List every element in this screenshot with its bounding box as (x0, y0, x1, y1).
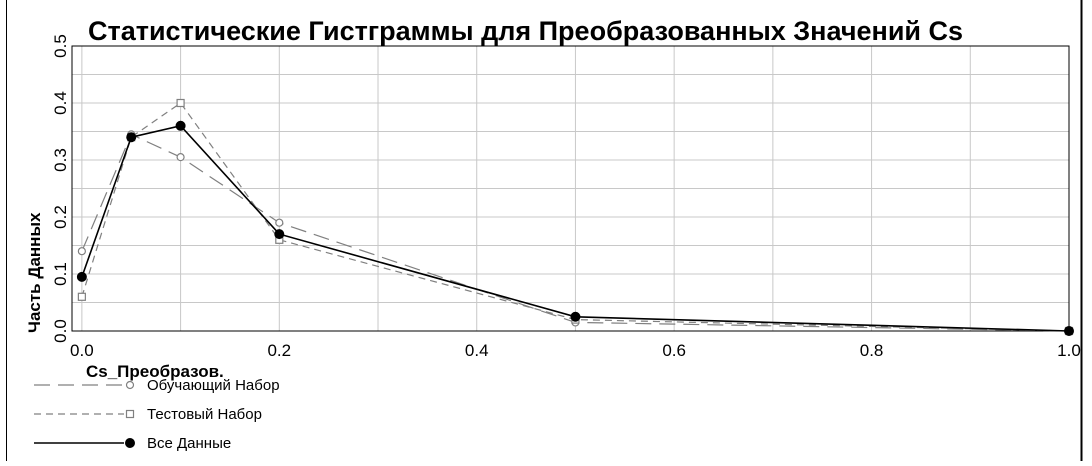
series-line (81, 124, 1070, 332)
series-line (81, 133, 1070, 332)
data-point (175, 120, 186, 131)
data-point (126, 132, 137, 143)
data-point (275, 218, 284, 227)
data-point (76, 271, 87, 282)
legend-label: Обучающий Набор (147, 377, 280, 394)
x-tick-label: 1.0 (1057, 341, 1081, 360)
y-tick-label: 0.3 (51, 148, 70, 172)
y-tick-label: 0.1 (51, 262, 70, 286)
y-tick-label: 0.4 (51, 91, 70, 115)
y-axis-label: Часть Данных (25, 212, 44, 333)
y-tick-label: 0.5 (51, 34, 70, 58)
legend: Обучающий Набор Тестовый Набор Все Данные (34, 377, 280, 452)
legend-marker (125, 409, 135, 419)
chart-title: Статистические Гистграммы для Преобразов… (88, 16, 963, 46)
legend-label: Все Данные (147, 435, 231, 452)
data-point (1064, 326, 1074, 336)
series-line (81, 102, 1070, 332)
legend-marker (125, 438, 135, 448)
x-tick-label: 0.4 (465, 341, 489, 360)
data-point (77, 292, 86, 301)
y-tick-label: 0.0 (51, 319, 70, 343)
data-point (77, 247, 86, 256)
grid (72, 46, 1070, 331)
series-group (76, 98, 1074, 336)
data-point (176, 153, 185, 162)
data-point (176, 98, 185, 108)
series-3 (76, 120, 1074, 336)
x-tick-label: 0.0 (70, 341, 94, 360)
x-axis-label: Cs_Преобразов. (86, 362, 224, 381)
x-tick-label: 0.8 (860, 341, 884, 360)
plot-area-border (71, 45, 1070, 332)
legend-label: Тестовый Набор (147, 406, 262, 423)
data-point (570, 311, 581, 322)
x-tick-labels: 0.0 0.2 0.4 0.6 0.8 1.0 (70, 341, 1081, 360)
x-tick-label: 0.6 (662, 341, 686, 360)
data-point (274, 229, 285, 240)
x-tick-label: 0.2 (267, 341, 291, 360)
y-tick-label: 0.2 (51, 205, 70, 229)
legend-marker (125, 380, 135, 390)
y-tick-labels: 0.0 0.1 0.2 0.3 0.4 0.5 (51, 34, 70, 343)
